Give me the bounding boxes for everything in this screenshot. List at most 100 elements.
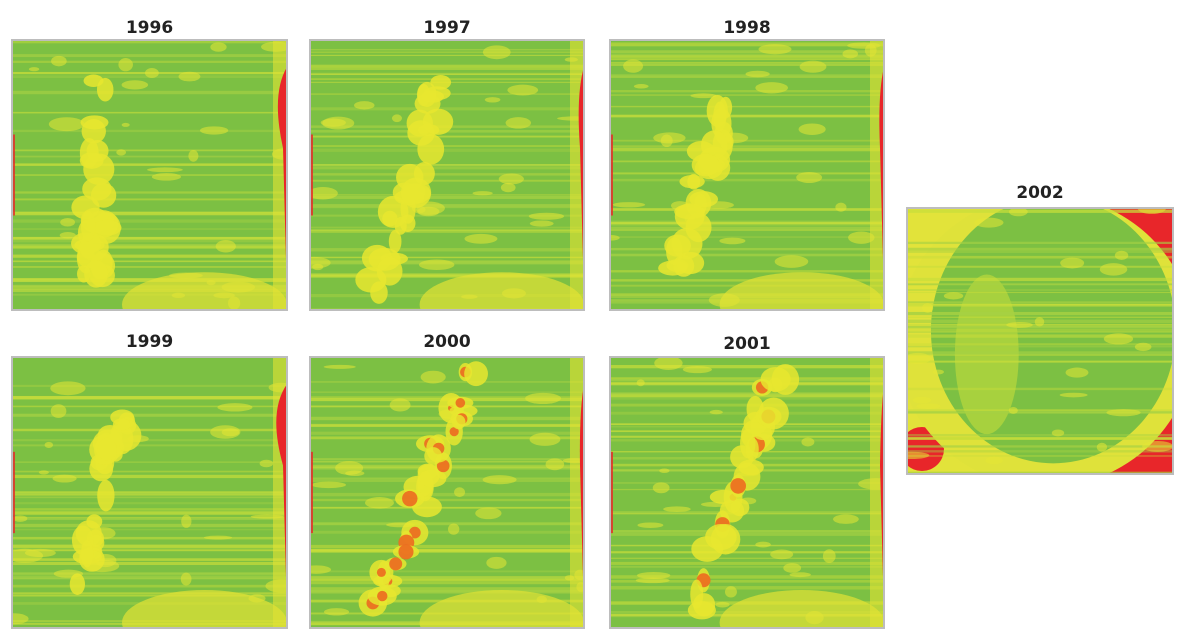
stripe (310, 498, 584, 502)
yellow-patch (52, 474, 77, 483)
yield-map-panel: 1996 (11, 18, 288, 311)
yellow-band (97, 479, 115, 512)
red-spot (730, 478, 746, 494)
yellow-patch (1134, 342, 1152, 352)
yellow-band (69, 573, 86, 595)
stripe (610, 383, 884, 385)
stripe (610, 530, 884, 533)
stripe (610, 575, 884, 579)
yield-map-panel: 2001 (609, 334, 885, 629)
yellow-patch (623, 59, 644, 73)
yellow-zone (419, 272, 584, 310)
stripe (310, 391, 584, 393)
yellow-patch (1051, 429, 1065, 437)
stripe (310, 194, 584, 196)
yellow-patch (38, 470, 49, 475)
yellow-patch (118, 58, 133, 72)
panel-label: 1998 (723, 18, 770, 38)
panel-border (11, 356, 288, 629)
yellow-zone (122, 590, 287, 628)
yellow-patch (420, 370, 446, 384)
yellow-band (710, 523, 741, 555)
yellow-band (687, 173, 701, 190)
map-image (310, 357, 584, 628)
yield-map-panel: 2000 (309, 332, 585, 629)
yellow-patch (525, 392, 561, 404)
stripe (610, 94, 884, 96)
red-spot (376, 567, 386, 577)
stripe (907, 433, 1173, 437)
yellow-patch (755, 82, 789, 94)
stripe (310, 172, 584, 177)
stripe (310, 522, 584, 525)
stripe (310, 548, 584, 552)
yellow-band (388, 229, 402, 253)
yellow-patch (389, 398, 411, 412)
yellow-zone (122, 272, 287, 310)
yellow-band (382, 210, 398, 227)
yellow-patch (454, 487, 466, 498)
stripe (610, 561, 884, 565)
stripe (907, 409, 1173, 411)
stripe (610, 394, 884, 398)
yellow-patch (60, 217, 76, 227)
yellow-band (709, 489, 738, 505)
stripe (12, 278, 287, 281)
yellow-patch (323, 608, 350, 616)
map-image (12, 40, 287, 310)
yellow-patch (448, 523, 460, 535)
stripe (12, 174, 287, 176)
yellow-patch (507, 84, 539, 96)
yellow-patch (51, 55, 67, 67)
stripe (610, 279, 884, 282)
stripe (12, 439, 287, 442)
stripe (310, 544, 584, 549)
yellow-band (80, 539, 94, 568)
stripe (310, 164, 584, 167)
yellow-patch (181, 514, 192, 528)
yellow-patch (610, 234, 620, 241)
yellow-patch (500, 182, 516, 193)
yellow-patch (323, 364, 356, 369)
stripe (310, 72, 584, 75)
stripe (310, 226, 584, 229)
yellow-patch (464, 233, 498, 244)
stripe (907, 445, 1173, 448)
stripe (907, 343, 1173, 346)
stripe (12, 508, 287, 511)
red-spot (455, 398, 466, 408)
yellow-patch (310, 565, 332, 574)
yellow-patch (203, 535, 233, 540)
yellow-patch (178, 71, 201, 82)
yellow-patch (758, 44, 792, 55)
yellow-patch (799, 60, 827, 73)
map-image (610, 357, 884, 628)
stripe (610, 208, 884, 211)
yellow-patch (320, 118, 346, 127)
stripe (907, 304, 1173, 307)
stripe (12, 549, 287, 552)
yellow-patch (1103, 333, 1134, 345)
yellow-patch (144, 67, 159, 78)
stripe (907, 209, 1173, 213)
yellow-patch (637, 522, 664, 528)
stripe (12, 474, 287, 479)
stripe (12, 129, 287, 133)
stripe (610, 105, 884, 108)
stripe (12, 163, 287, 166)
stripe (907, 360, 1173, 363)
stripe (310, 256, 584, 259)
yellow-patch (1059, 392, 1088, 398)
yellow-patch (210, 425, 241, 439)
stripe (12, 245, 287, 248)
yellow-patch (796, 171, 823, 184)
stripe (12, 561, 287, 566)
stripe (610, 221, 884, 225)
stripe (610, 247, 884, 251)
stripe (907, 334, 1173, 338)
stripe (610, 42, 884, 44)
stripe (310, 54, 584, 56)
red-edge (578, 67, 584, 297)
yellow-patch (835, 202, 847, 212)
